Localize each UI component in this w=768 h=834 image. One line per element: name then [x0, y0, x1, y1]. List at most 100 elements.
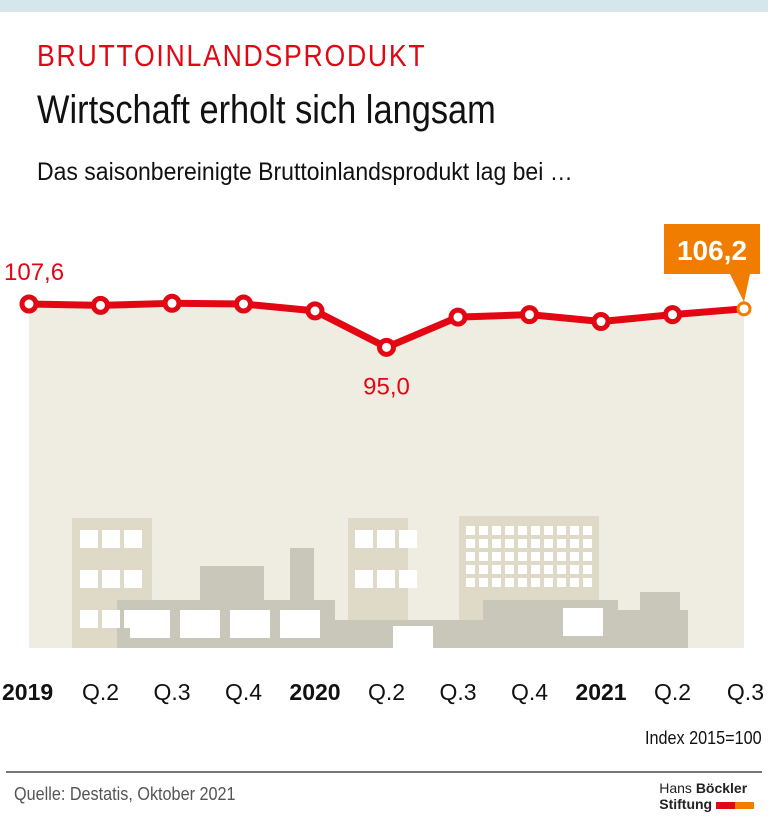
window — [570, 552, 579, 561]
data-point — [448, 307, 468, 327]
x-tick-label: 2019 — [2, 679, 53, 705]
window — [492, 552, 501, 561]
window — [466, 565, 475, 574]
data-point — [19, 294, 39, 314]
window — [180, 610, 220, 638]
window — [102, 610, 120, 628]
window — [479, 565, 488, 574]
page-title: Wirtschaft erholt sich langsam — [37, 88, 496, 132]
window — [531, 539, 540, 548]
data-point — [736, 301, 752, 317]
unit-label: Index 2015=100 — [645, 728, 762, 748]
window — [557, 526, 566, 535]
line-chart: 107,6 95,0 106,2 2019 Q.2 Q.3 Q.4 2020 Q.2 Q.3 Q.… — [2, 224, 764, 705]
window — [531, 565, 540, 574]
x-tick-label: Q.3 — [727, 679, 764, 705]
window — [518, 565, 527, 574]
window — [466, 526, 475, 535]
window — [583, 565, 592, 574]
x-tick-label: Q.2 — [654, 679, 691, 705]
window — [518, 526, 527, 535]
x-tick-label: Q.2 — [82, 679, 119, 705]
x-tick-label: Q.4 — [225, 679, 262, 705]
window — [583, 526, 592, 535]
window — [505, 578, 514, 587]
data-point — [591, 312, 611, 332]
data-point — [305, 301, 325, 321]
x-tick-label: Q.2 — [368, 679, 405, 705]
window — [492, 539, 501, 548]
window — [531, 578, 540, 587]
window — [377, 530, 395, 548]
building — [200, 566, 264, 606]
data-point — [663, 305, 682, 325]
x-tick-label: Q.3 — [439, 679, 476, 705]
window — [505, 565, 514, 574]
window — [544, 565, 553, 574]
data-point — [234, 294, 253, 314]
building — [618, 610, 688, 648]
window — [583, 578, 592, 587]
window — [531, 526, 540, 535]
window — [479, 539, 488, 548]
window — [583, 552, 592, 561]
data-point — [91, 295, 110, 315]
window — [399, 570, 417, 588]
window — [466, 539, 475, 548]
window — [544, 552, 553, 561]
logo-text: Stiftung — [659, 796, 713, 812]
window — [399, 530, 417, 548]
window — [230, 610, 270, 638]
window — [124, 570, 142, 588]
data-label: 106,2 — [677, 235, 747, 266]
x-tick-label: 2020 — [289, 679, 340, 705]
buildings-illustration — [72, 516, 688, 654]
data-point — [377, 337, 396, 357]
window — [355, 570, 373, 588]
window — [518, 578, 527, 587]
window — [505, 526, 514, 535]
window — [466, 578, 475, 587]
callout-box — [664, 224, 760, 302]
window — [557, 539, 566, 548]
window — [492, 565, 501, 574]
building — [290, 548, 314, 606]
window — [124, 530, 142, 548]
subtitle: Das saisonbereinigte Bruttoinlandsproduk… — [37, 158, 573, 186]
window — [130, 610, 170, 638]
window — [479, 552, 488, 561]
x-tick-label: Q.4 — [511, 679, 548, 705]
window — [557, 578, 566, 587]
window — [393, 626, 433, 654]
x-tick-label: Q.3 — [153, 679, 190, 705]
window — [80, 610, 98, 628]
logo-bar — [735, 801, 754, 809]
logo-text: Hans — [659, 780, 696, 796]
window — [570, 539, 579, 548]
window — [505, 552, 514, 561]
window — [583, 539, 592, 548]
data-point — [162, 293, 182, 313]
window — [102, 530, 120, 548]
window — [518, 539, 527, 548]
x-tick-label: 2021 — [575, 679, 626, 705]
window — [492, 578, 501, 587]
window — [563, 608, 603, 636]
window — [557, 565, 566, 574]
data-point — [520, 305, 539, 325]
building — [640, 592, 680, 612]
window — [479, 578, 488, 587]
window — [355, 530, 373, 548]
window — [544, 539, 553, 548]
window — [505, 539, 514, 548]
logo-bar — [716, 801, 735, 809]
source: Quelle: Destatis, Oktober 2021 — [14, 784, 236, 804]
window — [80, 570, 98, 588]
window — [531, 552, 540, 561]
window — [570, 526, 579, 535]
window — [570, 578, 579, 587]
divider — [6, 771, 762, 773]
window — [544, 578, 553, 587]
window — [102, 570, 120, 588]
